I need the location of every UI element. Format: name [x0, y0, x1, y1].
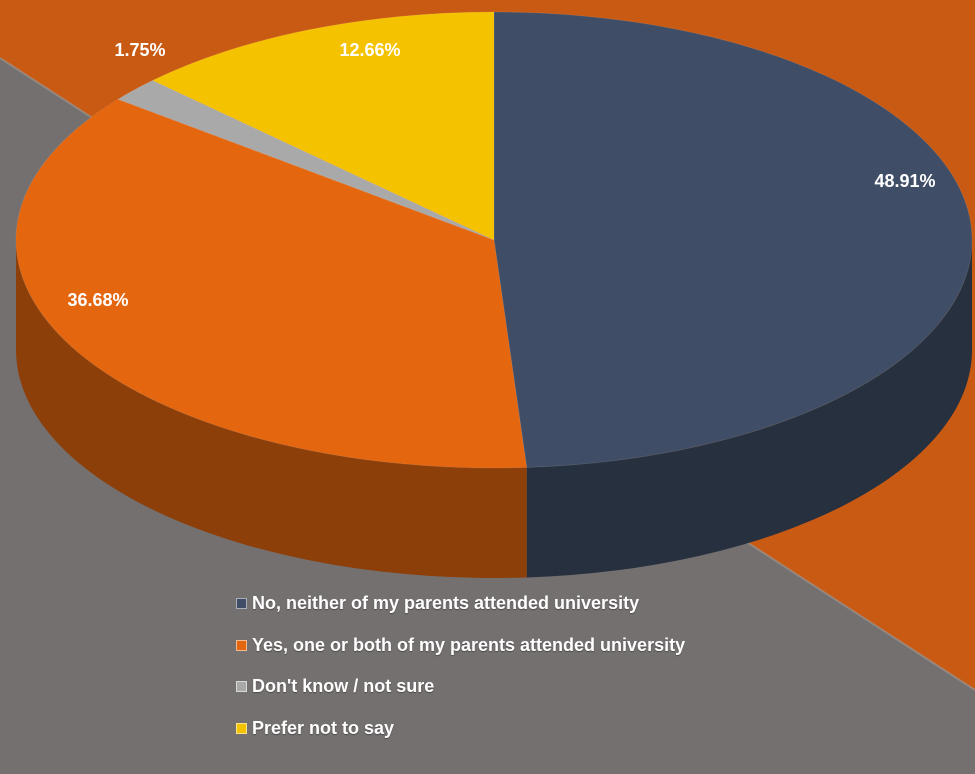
legend-item-no-neither: No, neither of my parents attended unive… — [236, 590, 876, 617]
legend-label-dont-know: Don't know / not sure — [252, 676, 435, 696]
legend-swatch-dont-know — [236, 681, 247, 692]
legend-label-no-neither: No, neither of my parents attended unive… — [252, 593, 640, 613]
data-label-prefer-not-to-say: 12.66% — [339, 40, 400, 60]
pie-slice-prefer-not-to-say — [151, 11, 495, 241]
data-label-yes-one-or-both: 36.68% — [67, 290, 128, 310]
legend-label-prefer-not-to-say: Prefer not to say — [252, 717, 395, 738]
legend-swatch-no-neither — [236, 598, 247, 609]
pie-slice-no-neither — [493, 11, 973, 468]
legend-item-yes-one-or-both: Yes, one or both of my parents attended … — [236, 632, 876, 659]
pie-slice-yes-one-or-both — [15, 98, 528, 469]
pie-slices — [15, 11, 973, 469]
legend-label-yes-one-or-both: Yes, one or both of my parents attended … — [252, 634, 686, 655]
data-label-dont-know: 1.75% — [114, 40, 165, 60]
pie-sides — [16, 240, 972, 578]
data-label-no-neither: 48.91% — [874, 171, 935, 191]
legend-swatch-yes-one-or-both — [236, 639, 247, 651]
pie-data-labels: 48.91% 36.68% 1.75% 12.66% — [67, 40, 935, 310]
legend-item-dont-know: Don't know / not sure — [236, 673, 876, 700]
legend-swatch-prefer-not-to-say — [236, 722, 247, 734]
pie-slice-dont-know — [116, 79, 495, 241]
pie-side-yes-one-or-both — [16, 240, 527, 578]
legend-item-prefer-not-to-say: Prefer not to say — [236, 715, 876, 742]
legend: No, neither of my parents attended unive… — [236, 590, 876, 756]
pie-side-no-neither — [526, 240, 972, 578]
